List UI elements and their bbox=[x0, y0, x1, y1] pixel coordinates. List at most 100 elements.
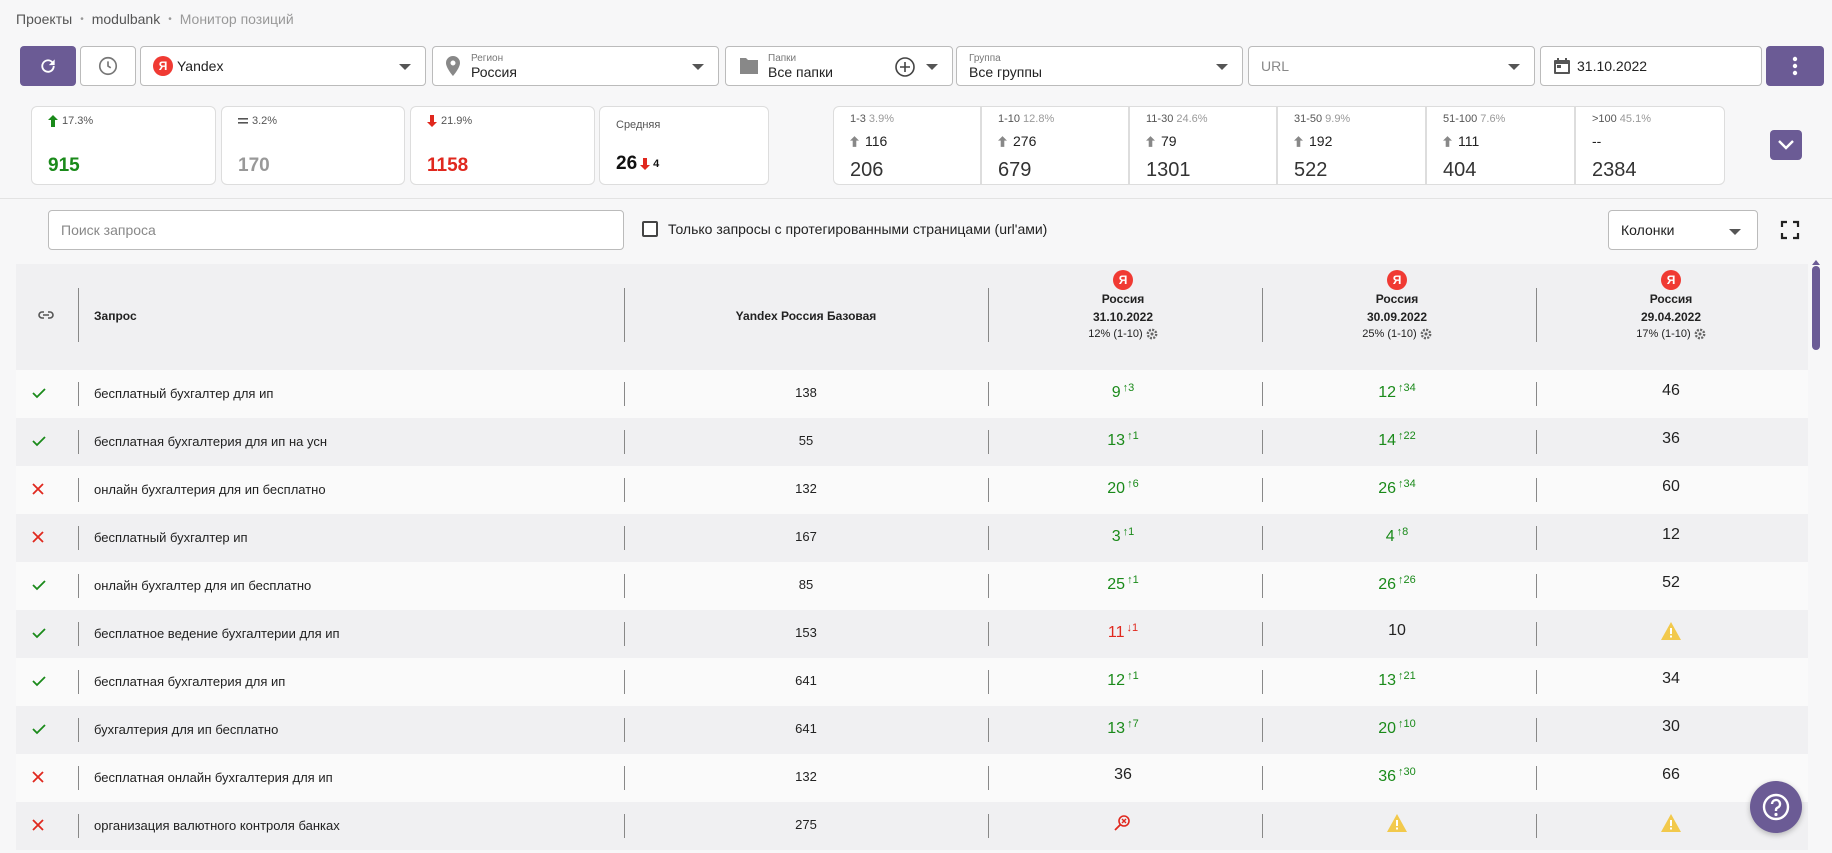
position-cell[interactable]: 20 ↑6 bbox=[988, 478, 1258, 498]
range-total: 2384 bbox=[1592, 159, 1637, 181]
position-cell[interactable]: 30 bbox=[1536, 718, 1806, 736]
position-cell[interactable]: 13 ↑1 bbox=[988, 430, 1258, 450]
stat-card-same[interactable]: 3.2% 170 bbox=[221, 106, 405, 185]
position-cell[interactable]: 12 ↑34 bbox=[1262, 382, 1532, 402]
position-cell[interactable]: 46 bbox=[1536, 382, 1806, 400]
gear-icon[interactable] bbox=[1146, 328, 1158, 340]
search-input[interactable] bbox=[48, 210, 624, 250]
yandex-icon: Я bbox=[1661, 270, 1681, 290]
position-cell[interactable] bbox=[1536, 622, 1806, 645]
query-text[interactable]: бесплатный бухгалтер для ип bbox=[94, 386, 274, 401]
position-cell[interactable]: 12 bbox=[1536, 526, 1806, 544]
position-value: 36 bbox=[1662, 430, 1680, 447]
position-cell[interactable]: 13 ↑21 bbox=[1262, 670, 1532, 690]
position-cell[interactable] bbox=[1536, 814, 1806, 837]
table-row[interactable]: бесплатное ведение бухгалтерии для ип 153… bbox=[16, 610, 1808, 658]
table-row[interactable]: онлайн бухгалтер для ип бесплатно 85 25 ↑1 2… bbox=[16, 562, 1808, 610]
position-cell[interactable]: 60 bbox=[1536, 478, 1806, 496]
query-text[interactable]: бесплатный бухгалтер ип bbox=[94, 530, 248, 545]
table-row[interactable]: бухгалтерия для ип бесплатно 641 13 ↑7 20 ↑10… bbox=[16, 706, 1808, 754]
gear-icon[interactable] bbox=[1420, 328, 1432, 340]
query-text[interactable]: бесплатная онлайн бухгалтерия для ип bbox=[94, 770, 333, 785]
help-button[interactable] bbox=[1750, 781, 1802, 833]
group-select[interactable]: Группа Все группы bbox=[956, 46, 1243, 86]
column-date[interactable]: Я Россия 31.10.2022 12% (1-10) bbox=[988, 270, 1258, 340]
position-cell[interactable]: 20 ↑10 bbox=[1262, 718, 1532, 738]
stat-pct: 21.9% bbox=[427, 115, 472, 127]
range-cell[interactable]: 11-30 24.6% 79 1301 bbox=[1129, 106, 1277, 185]
range-up: 111 bbox=[1443, 133, 1479, 149]
tagged-only-checkbox[interactable] bbox=[642, 221, 658, 237]
position-cell[interactable]: 13 ↑7 bbox=[988, 718, 1258, 738]
position-cell[interactable]: 26 ↑26 bbox=[1262, 574, 1532, 594]
position-delta: ↑21 bbox=[1398, 670, 1416, 682]
tagged-only-filter[interactable]: Только запросы с протегированными страни… bbox=[642, 221, 1047, 237]
scrollbar-thumb[interactable] bbox=[1812, 266, 1820, 350]
table-row[interactable]: бесплатный бухгалтер для ип 138 9 ↑3 12 ↑34 46 bbox=[16, 370, 1808, 418]
range-cell[interactable]: 51-100 7.6% 111 404 bbox=[1426, 106, 1575, 185]
table-row[interactable]: бесплатный бухгалтер ип 167 3 ↑1 4 ↑8 12 bbox=[16, 514, 1808, 562]
position-cell[interactable]: 25 ↑1 bbox=[988, 574, 1258, 594]
position-cell[interactable]: 14 ↑22 bbox=[1262, 430, 1532, 450]
query-text[interactable]: онлайн бухгалтерия для ип бесплатно bbox=[94, 482, 326, 497]
stat-card-down[interactable]: 21.9% 1158 bbox=[410, 106, 595, 185]
scroll-up-arrow[interactable] bbox=[1812, 260, 1820, 265]
range-cell[interactable]: 31-50 9.9% 192 522 bbox=[1277, 106, 1426, 185]
position-delta: ↑34 bbox=[1398, 478, 1416, 490]
range-cell[interactable]: 1-3 3.9% 116 206 bbox=[833, 106, 981, 185]
range-cell[interactable]: >100 45.1% -- 2384 bbox=[1575, 106, 1725, 185]
history-button[interactable] bbox=[80, 46, 136, 86]
position-cell[interactable]: 36 bbox=[988, 766, 1258, 784]
columns-select[interactable]: Колонки bbox=[1608, 210, 1758, 250]
position-cell[interactable]: 10 bbox=[1262, 622, 1532, 640]
position-cell[interactable] bbox=[1262, 814, 1532, 837]
query-text[interactable]: бухгалтерия для ип бесплатно bbox=[94, 722, 279, 737]
table-row[interactable]: бесплатная бухгалтерия для ип на усн 55 13… bbox=[16, 418, 1808, 466]
position-cell[interactable]: 11 ↓1 bbox=[988, 622, 1258, 642]
query-text[interactable]: бесплатное ведение бухгалтерии для ип bbox=[94, 626, 340, 641]
folders-select[interactable]: Папки Все папки bbox=[725, 46, 953, 86]
add-folder-icon[interactable] bbox=[894, 56, 916, 78]
more-menu-button[interactable] bbox=[1766, 46, 1824, 86]
query-text[interactable]: организация валютного контроля банках bbox=[94, 818, 340, 833]
position-cell[interactable]: 66 bbox=[1536, 766, 1806, 784]
position-cell[interactable]: 52 bbox=[1536, 574, 1806, 592]
region-select[interactable]: Регион Россия bbox=[432, 46, 719, 86]
table-row[interactable]: бесплатная бухгалтерия для ип 641 12 ↑1 13 ↑2… bbox=[16, 658, 1808, 706]
position-delta: ↑10 bbox=[1398, 718, 1416, 730]
link-icon[interactable] bbox=[38, 309, 54, 321]
column-date[interactable]: Я Россия 29.04.2022 17% (1-10) bbox=[1536, 270, 1806, 340]
table-row[interactable]: онлайн бухгалтерия для ип бесплатно 132 20… bbox=[16, 466, 1808, 514]
position-delta: ↑1 bbox=[1127, 670, 1139, 682]
url-select[interactable]: URL bbox=[1248, 46, 1535, 86]
position-cell[interactable]: 34 bbox=[1536, 670, 1806, 688]
query-text[interactable]: бесплатная бухгалтерия для ип bbox=[94, 674, 286, 689]
position-cell[interactable]: 36 ↑30 bbox=[1262, 766, 1532, 786]
clock-icon bbox=[98, 56, 118, 76]
table-row[interactable]: организация валютного контроля банках 275 bbox=[16, 802, 1808, 850]
breadcrumb-projects[interactable]: Проекты bbox=[16, 11, 73, 27]
position-cell[interactable]: 36 bbox=[1536, 430, 1806, 448]
stat-card-up[interactable]: 17.3% 915 bbox=[31, 106, 216, 185]
query-text[interactable]: бесплатная бухгалтерия для ип на усн bbox=[94, 434, 328, 449]
breadcrumb-project[interactable]: modulbank bbox=[91, 11, 161, 27]
engine-select[interactable]: Я Yandex bbox=[140, 46, 426, 86]
table-row[interactable]: бесплатная онлайн бухгалтерия для ип 132 3… bbox=[16, 754, 1808, 802]
refresh-button[interactable] bbox=[20, 46, 76, 86]
column-query[interactable]: Запрос bbox=[94, 309, 137, 323]
range-cell[interactable]: 1-10 12.8% 276 679 bbox=[981, 106, 1129, 185]
position-cell[interactable]: 9 ↑3 bbox=[988, 382, 1258, 402]
range-up: 276 bbox=[998, 133, 1036, 149]
gear-icon[interactable] bbox=[1694, 328, 1706, 340]
collapse-stats-button[interactable] bbox=[1770, 130, 1802, 160]
column-base[interactable]: Yandex Россия Базовая bbox=[735, 309, 877, 323]
position-cell[interactable]: 4 ↑8 bbox=[1262, 526, 1532, 546]
position-cell[interactable]: 12 ↑1 bbox=[988, 670, 1258, 690]
position-cell[interactable] bbox=[988, 814, 1258, 837]
fullscreen-icon[interactable] bbox=[1780, 220, 1800, 240]
date-picker[interactable]: 31.10.2022 bbox=[1540, 46, 1762, 86]
position-cell[interactable]: 3 ↑1 bbox=[988, 526, 1258, 546]
column-date[interactable]: Я Россия 30.09.2022 25% (1-10) bbox=[1262, 270, 1532, 340]
query-text[interactable]: онлайн бухгалтер для ип бесплатно bbox=[94, 578, 312, 593]
position-cell[interactable]: 26 ↑34 bbox=[1262, 478, 1532, 498]
